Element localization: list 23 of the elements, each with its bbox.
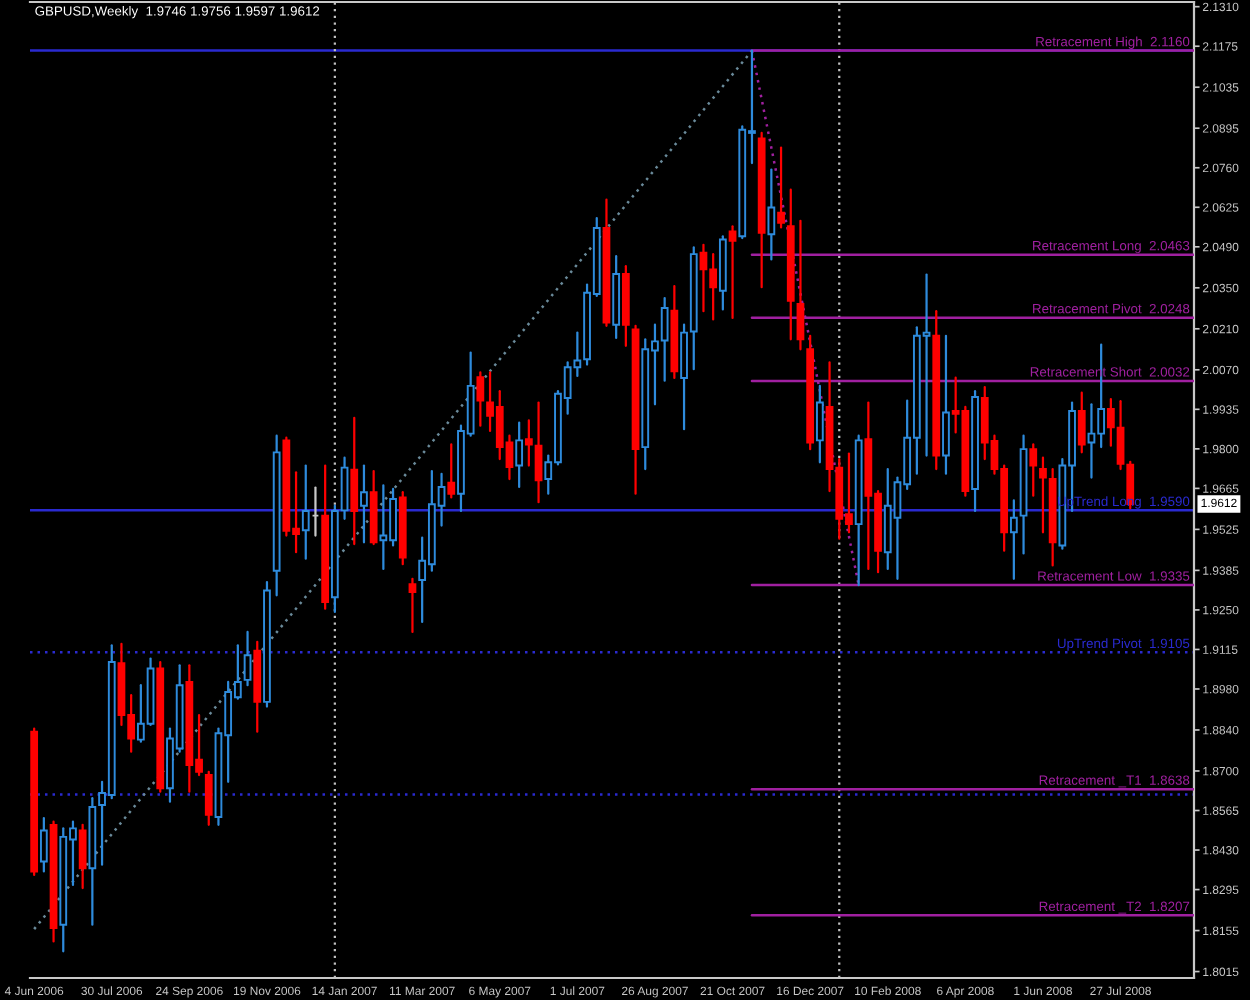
candlestick	[243, 630, 252, 687]
candlestick	[1009, 499, 1018, 580]
candlestick	[301, 464, 310, 560]
candlestick	[680, 323, 688, 431]
candlestick	[408, 577, 417, 633]
candlestick	[534, 401, 543, 504]
candlestick	[1077, 391, 1086, 454]
candlestick	[942, 334, 950, 475]
candlestick	[767, 168, 776, 261]
candlestick	[728, 225, 737, 320]
candlestick	[524, 419, 533, 467]
candlestick	[204, 770, 213, 826]
candlestick	[777, 146, 785, 229]
candlestick	[1029, 443, 1038, 497]
candlestick	[447, 443, 456, 499]
candlestick	[360, 464, 368, 544]
candlestick	[515, 421, 524, 489]
candlestick	[39, 817, 48, 873]
candlestick	[78, 823, 87, 890]
candlestick	[350, 416, 359, 546]
candlestick	[815, 384, 824, 464]
candlestick	[796, 219, 805, 351]
candlestick	[476, 371, 485, 427]
